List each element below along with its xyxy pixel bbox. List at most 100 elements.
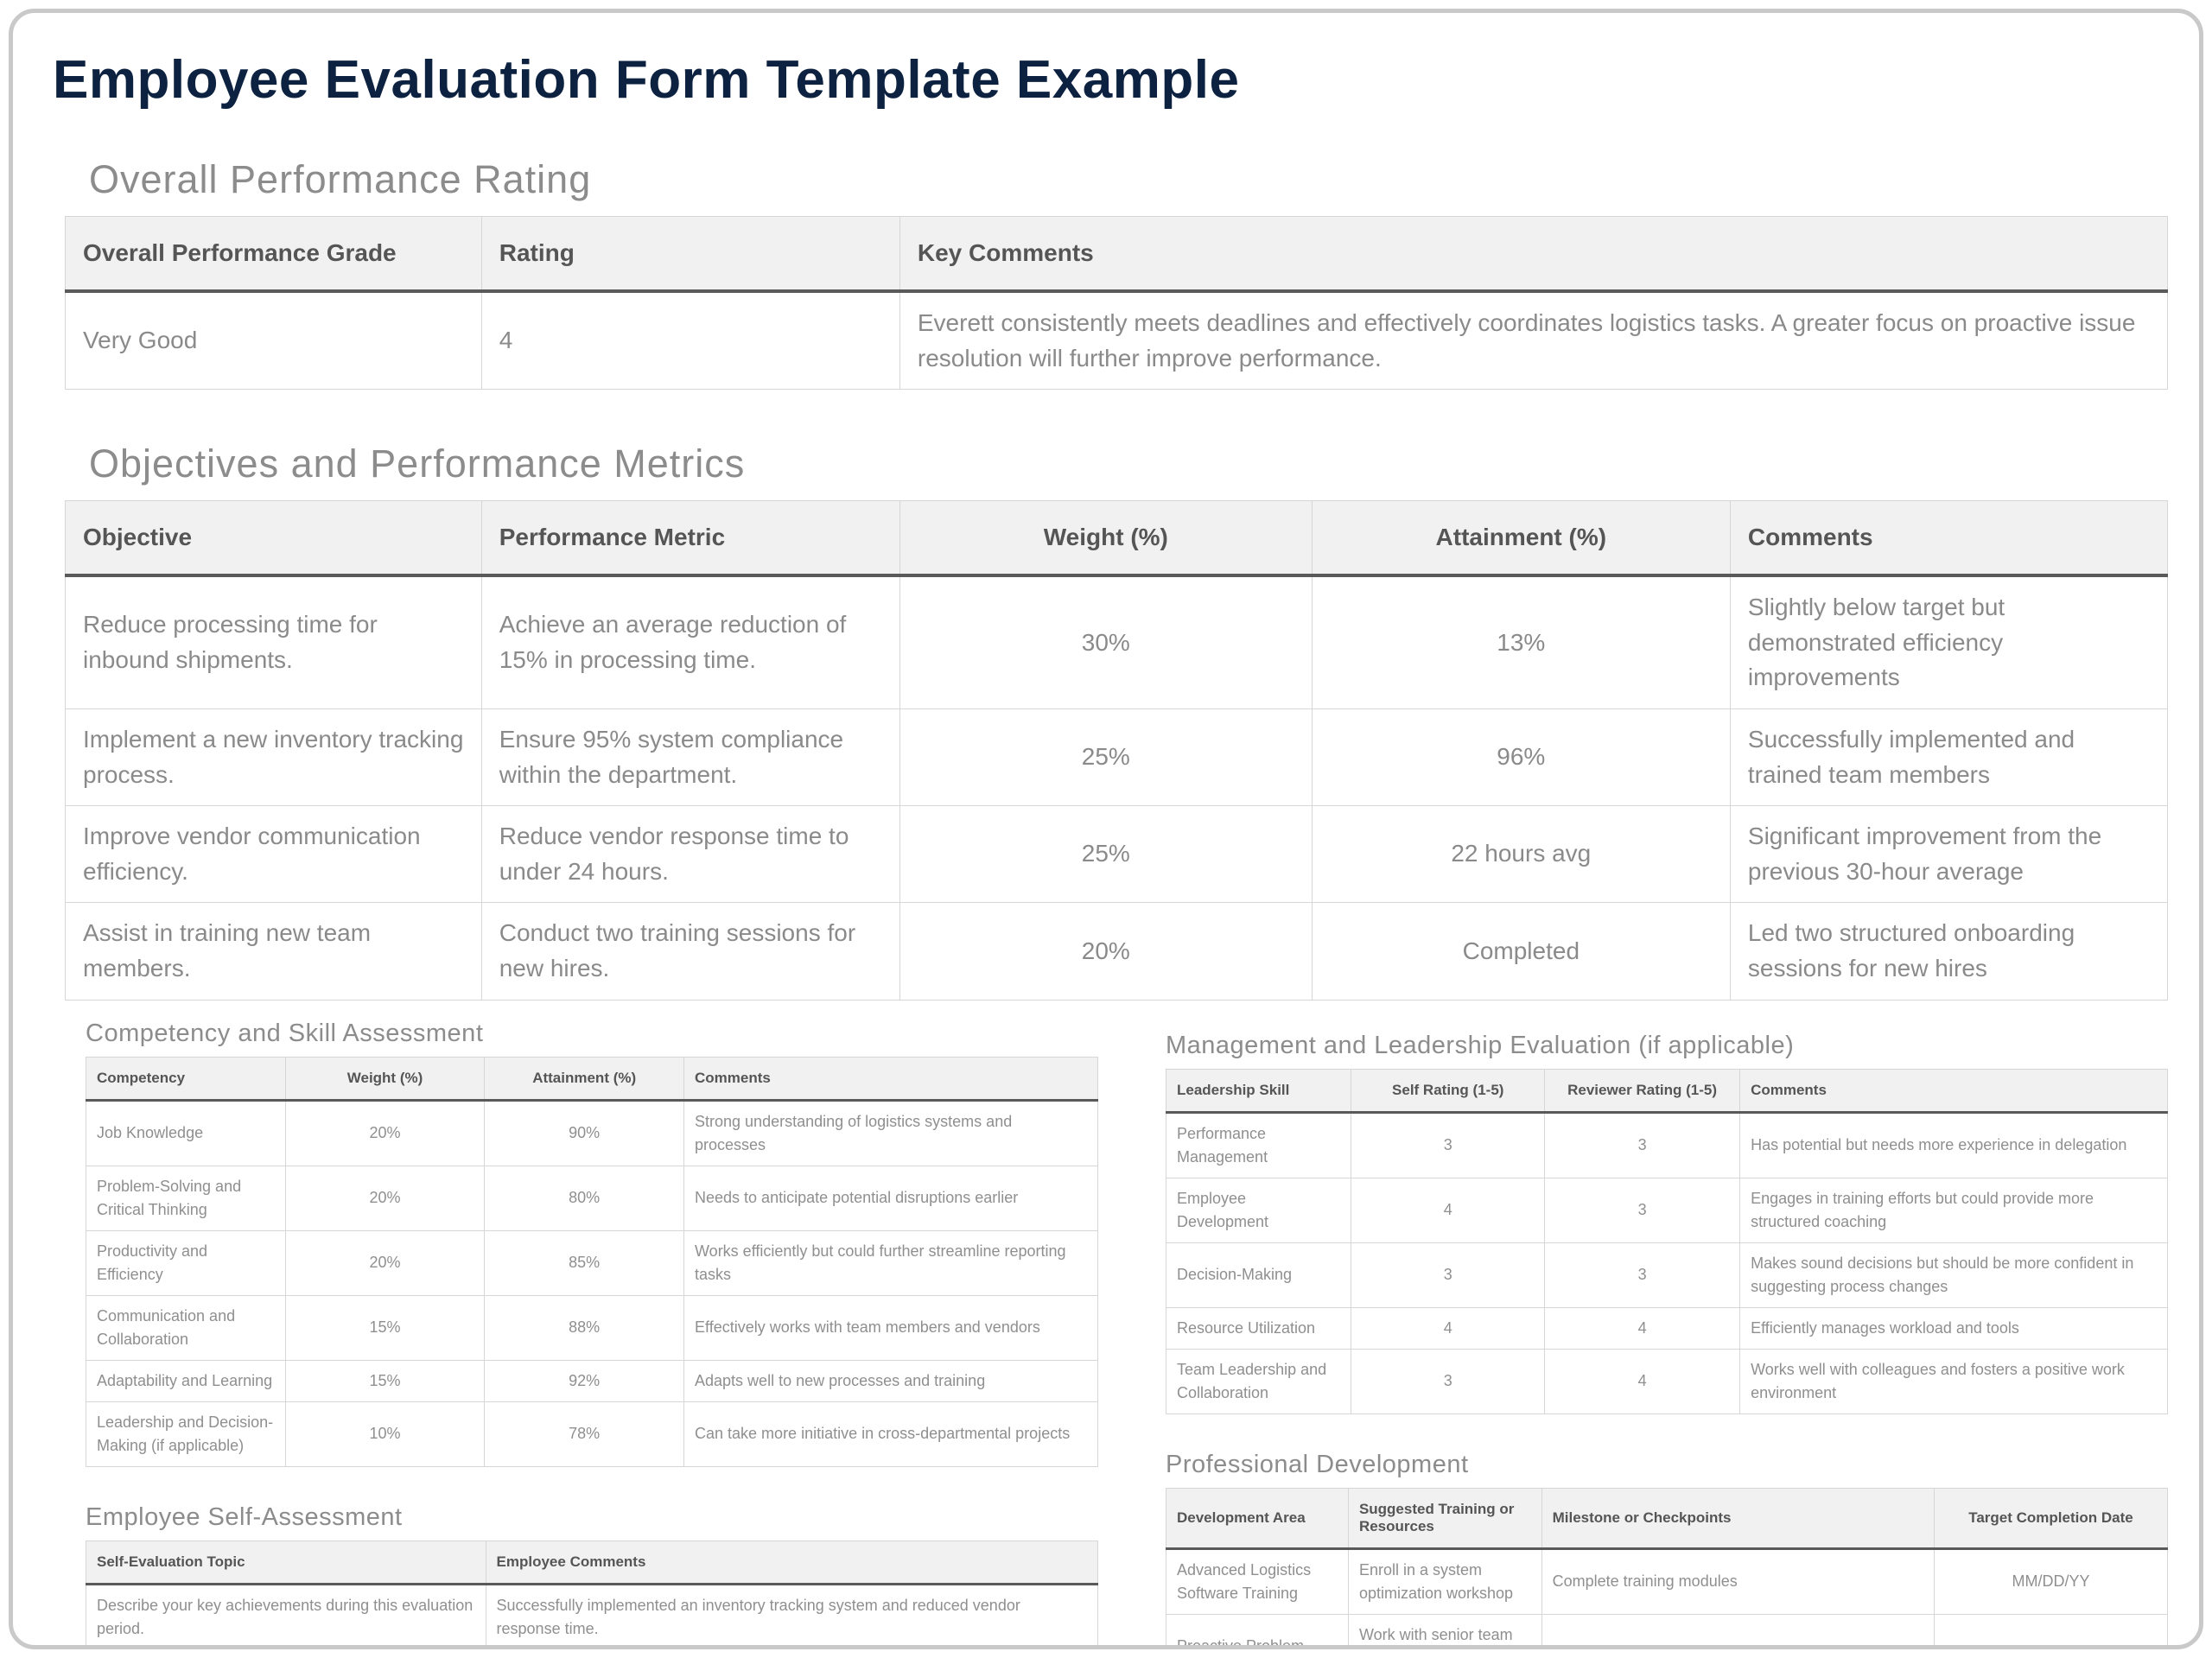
left-column: Competency and Skill Assessment Competen…: [86, 1020, 1099, 1645]
reviewer-rating-cell: 4: [1544, 1306, 1741, 1350]
table-row: Proactive Problem-Solving Work with seni…: [1166, 1613, 2169, 1645]
column-header: Key Comments: [899, 216, 2169, 293]
comments-cell: Works well with colleagues and fosters a…: [1739, 1348, 2168, 1414]
metric-cell: Reduce vendor response time to under 24 …: [480, 805, 900, 904]
table-row: Performance Management 3 3 Has potential…: [1165, 1111, 2168, 1178]
weight-cell: 20%: [284, 1099, 486, 1166]
section-heading-development: Professional Development: [1166, 1450, 1469, 1478]
section-heading-overall: Overall Performance Rating: [89, 157, 592, 201]
table-header-row: Self-Evaluation Topic Employee Comments: [86, 1540, 1099, 1585]
key-comments-cell: Everett consistently meets deadlines and…: [899, 290, 2169, 391]
column-header: Overall Performance Grade: [65, 216, 482, 293]
skill-cell: Employee Development: [1165, 1177, 1352, 1243]
table-row: Very Good 4 Everett consistently meets d…: [65, 290, 2169, 391]
table-header-row: Objective Performance Metric Weight (%) …: [65, 500, 2169, 578]
comments-cell: Efficiently manages workload and tools: [1739, 1306, 2168, 1350]
development-area-cell: Advanced Logistics Software Training: [1166, 1547, 1349, 1615]
table-row: Productivity and Efficiency 20% 85% Work…: [86, 1229, 1098, 1296]
metric-cell: Conduct two training sessions for new hi…: [480, 902, 900, 1001]
table-header-row: Competency Weight (%) Attainment (%) Com…: [86, 1056, 1098, 1102]
section-development: Professional Development Development Are…: [1166, 1450, 2169, 1645]
comments-cell: Needs to anticipate potential disruption…: [683, 1165, 1098, 1231]
table-row: Assist in training new team members. Con…: [65, 902, 2169, 1001]
column-header: Weight (%): [899, 500, 1313, 578]
self-assessment-table: Self-Evaluation Topic Employee Comments …: [86, 1540, 1099, 1645]
section-heading-self-assessment: Employee Self-Assessment: [86, 1502, 403, 1531]
form-card: Employee Evaluation Form Template Exampl…: [9, 9, 2203, 1649]
objective-cell: Improve vendor communication efficiency.: [65, 805, 482, 904]
table-row: Job Knowledge 20% 90% Strong understandi…: [86, 1099, 1098, 1166]
competency-table: Competency Weight (%) Attainment (%) Com…: [86, 1056, 1098, 1467]
self-rating-cell: 3: [1351, 1348, 1546, 1414]
weight-cell: 25%: [899, 805, 1313, 904]
weight-cell: 20%: [284, 1229, 486, 1296]
attainment-cell: 88%: [484, 1294, 685, 1361]
objective-cell: Reduce processing time for inbound shipm…: [65, 575, 482, 709]
section-heading-leadership: Management and Leadership Evaluation (if…: [1166, 1031, 1795, 1059]
column-header: Reviewer Rating (1-5): [1544, 1068, 1741, 1114]
column-header: Attainment (%): [484, 1056, 685, 1102]
self-rating-cell: 4: [1351, 1177, 1546, 1243]
section-heading-competency: Competency and Skill Assessment: [86, 1019, 484, 1047]
column-header: Comments: [683, 1056, 1098, 1102]
attainment-cell: 22 hours avg: [1311, 805, 1731, 904]
table-row: Reduce processing time for inbound shipm…: [65, 575, 2169, 709]
skill-cell: Team Leadership and Collaboration: [1165, 1348, 1352, 1414]
column-header: Comments: [1729, 500, 2169, 578]
reviewer-rating-cell: 3: [1544, 1177, 1741, 1243]
section-heading-objectives: Objectives and Performance Metrics: [89, 441, 746, 486]
self-rating-cell: 3: [1351, 1111, 1546, 1178]
table-row: Describe your key achievements during th…: [86, 1583, 1099, 1645]
column-header: Self-Evaluation Topic: [86, 1540, 486, 1585]
column-header: Weight (%): [284, 1056, 486, 1102]
skill-cell: Decision-Making: [1165, 1242, 1352, 1308]
right-column: Management and Leadership Evaluation (if…: [1165, 1020, 2169, 1645]
overall-performance-table: Overall Performance Grade Rating Key Com…: [65, 216, 2169, 391]
table-row: Adaptability and Learning 15% 92% Adapts…: [86, 1359, 1098, 1402]
weight-cell: 20%: [899, 902, 1313, 1001]
table-row: Advanced Logistics Software Training Enr…: [1166, 1547, 2169, 1615]
skill-cell: Performance Management: [1165, 1111, 1352, 1178]
attainment-cell: 90%: [484, 1099, 685, 1166]
weight-cell: 30%: [899, 575, 1313, 709]
comments-cell: Adapts well to new processes and trainin…: [683, 1359, 1098, 1402]
section-overall-performance: Overall Performance Rating Overall Perfo…: [65, 157, 2169, 391]
competency-cell: Productivity and Efficiency: [86, 1229, 286, 1296]
attainment-cell: 92%: [484, 1359, 685, 1402]
weight-cell: 25%: [899, 708, 1313, 807]
table-row: Problem-Solving and Critical Thinking 20…: [86, 1165, 1098, 1231]
table-row: Leadership and Decision-Making (if appli…: [86, 1401, 1098, 1467]
objective-cell: Implement a new inventory tracking proce…: [65, 708, 482, 807]
column-header: Milestone or Checkpoints: [1541, 1487, 1935, 1550]
attainment-cell: 78%: [484, 1401, 685, 1467]
objective-cell: Assist in training new team members.: [65, 902, 482, 1001]
reviewer-rating-cell: 4: [1544, 1348, 1741, 1414]
comments-cell: Led two structured onboarding sessions f…: [1729, 902, 2169, 1001]
rating-cell: 4: [480, 290, 900, 391]
target-date-field[interactable]: MM/DD/YY: [1933, 1547, 2169, 1615]
reviewer-rating-cell: 3: [1544, 1111, 1741, 1178]
comments-cell: Has potential but needs more experience …: [1739, 1111, 2168, 1178]
table-row: Communication and Collaboration 15% 88% …: [86, 1294, 1098, 1361]
weight-cell: 15%: [284, 1359, 486, 1402]
comments-cell: Engages in training efforts but could pr…: [1739, 1177, 2168, 1243]
attainment-cell: 85%: [484, 1229, 685, 1296]
competency-cell: Problem-Solving and Critical Thinking: [86, 1165, 286, 1231]
table-row: Resource Utilization 4 4 Efficiently man…: [1165, 1306, 2168, 1350]
competency-cell: Adaptability and Learning: [86, 1359, 286, 1402]
weight-cell: 15%: [284, 1294, 486, 1361]
objectives-table: Objective Performance Metric Weight (%) …: [65, 500, 2169, 1001]
reviewer-rating-cell: 3: [1544, 1242, 1741, 1308]
metric-cell: Ensure 95% system compliance within the …: [480, 708, 900, 807]
table-header-row: Development Area Suggested Training or R…: [1166, 1487, 2169, 1550]
development-table: Development Area Suggested Training or R…: [1166, 1487, 2169, 1645]
target-date-field[interactable]: MM/DD/YY: [1933, 1613, 2169, 1645]
comments-cell: Effectively works with team members and …: [683, 1294, 1098, 1361]
section-leadership: Management and Leadership Evaluation (if…: [1165, 1031, 2168, 1414]
employee-comment-cell: Successfully implemented an inventory tr…: [485, 1583, 1099, 1645]
column-header: Comments: [1739, 1068, 2168, 1114]
training-cell: Work with senior team members on risk as…: [1347, 1613, 1542, 1645]
training-cell: Enroll in a system optimization workshop: [1347, 1547, 1542, 1615]
milestone-cell: Complete training modules: [1541, 1547, 1935, 1615]
section-competency: Competency and Skill Assessment Competen…: [86, 1020, 1098, 1467]
